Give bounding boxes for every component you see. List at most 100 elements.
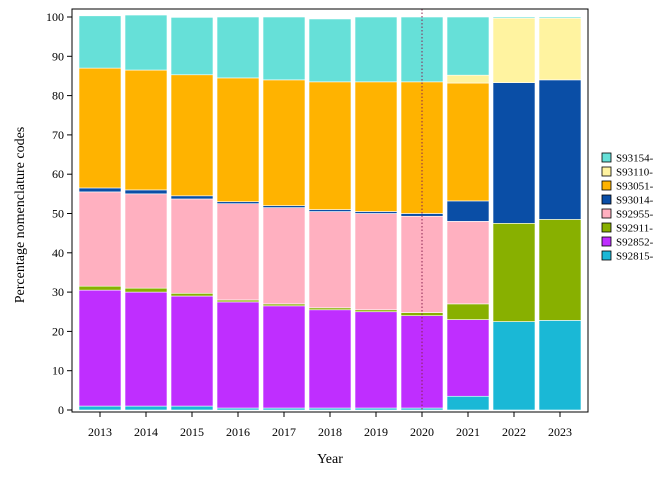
bar-segment-2019-s92852 [354, 311, 398, 409]
bar-segment-2013-s93014 [78, 187, 122, 193]
bar-segment-2021-s93110 [446, 74, 490, 84]
x-tick-label-2016: 2016 [226, 425, 250, 439]
y-axis: 0 10 20 30 40 50 60 70 80 90 100 [46, 10, 72, 417]
bar-segment-2016-s92955 [216, 203, 260, 301]
x-axis-title: Year [317, 452, 343, 467]
bar-segment-2014-s93051 [124, 69, 168, 191]
bar-segment-2017-s93154 [262, 16, 306, 81]
legend-label-s92911: S92911- [616, 223, 653, 235]
legend-label-s93014: S93014- [616, 195, 654, 207]
legend-label-s92955: S92955- [616, 209, 654, 221]
y-tick-label-90: 90 [52, 49, 64, 63]
x-tick-label-2022: 2022 [502, 425, 526, 439]
y-tick-label-60: 60 [52, 167, 64, 181]
legend: S93154- S93110- S93051- S93014- S92955- S9291… [601, 152, 654, 263]
bar-segment-2017-s92852 [262, 305, 306, 409]
bar-segment-2018-s93154 [308, 18, 352, 83]
bar-segment-2023-s93110 [538, 17, 582, 81]
legend-label-s93154: S93154- [616, 153, 654, 165]
bar-segment-2013-s92911 [78, 285, 122, 291]
x-tick-label-2023: 2023 [548, 425, 572, 439]
y-tick-label-20: 20 [52, 324, 64, 338]
y-tick-label-80: 80 [52, 89, 64, 103]
x-tick-label-2013: 2013 [88, 425, 112, 439]
bar-segment-2019-s92955 [354, 213, 398, 311]
bar-segment-2023-s92815 [538, 320, 582, 411]
legend-swatch-s92911 [601, 222, 612, 233]
y-tick-label-70: 70 [52, 128, 64, 142]
x-tick-label-2019: 2019 [364, 425, 388, 439]
bar-segment-2021-s92815 [446, 395, 490, 411]
bar-segment-2014-s92911 [124, 287, 168, 293]
x-axis: 2013 2014 2015 2016 2017 2018 2019 2020 2021 2022… [88, 412, 572, 439]
bar-segment-2023-s93014 [538, 79, 582, 220]
bar-segment-2015-s93051 [170, 74, 214, 197]
y-axis-title: Percentage nomenclature codes [13, 127, 28, 303]
bar-segment-2015-s92955 [170, 198, 214, 294]
bar-segment-2014-s93014 [124, 189, 168, 195]
bar-segment-2021-s93014 [446, 200, 490, 222]
x-tick-label-2015: 2015 [180, 425, 204, 439]
bar-segment-2019-s93051 [354, 81, 398, 212]
legend-swatch-s92852 [601, 236, 612, 247]
bar-segment-2021-s92852 [446, 319, 490, 397]
bar-segment-2020-s93051 [400, 81, 444, 214]
bar-segment-2014-s93154 [124, 14, 168, 71]
bar-segment-2015-s93014 [170, 195, 214, 200]
legend-label-s92852: S92852- [616, 237, 654, 249]
x-tick-label-2020: 2020 [410, 425, 434, 439]
bar-segment-2022-s92815 [492, 321, 536, 411]
y-tick-label-50: 50 [52, 207, 64, 221]
bar-segment-2022-s92911 [492, 223, 536, 322]
bar-segment-2022-s93154 [492, 16, 536, 19]
legend-swatch-s93014 [601, 194, 612, 205]
y-tick-label-0: 0 [58, 403, 64, 417]
x-tick-label-2017: 2017 [272, 425, 296, 439]
legend-swatch-s93110 [601, 166, 612, 177]
legend-label-s93051: S93051- [616, 181, 654, 193]
bar-segment-2013-s93154 [78, 15, 122, 69]
bar-segment-2018-s92852 [308, 309, 352, 409]
bar-segment-2017-s93051 [262, 79, 306, 206]
y-tick-label-100: 100 [46, 10, 64, 24]
bar-segment-2022-s93110 [492, 17, 536, 83]
bar-segment-2015-s92852 [170, 295, 214, 407]
bar-segment-2018-s93051 [308, 81, 352, 210]
bar-segment-2023-s93154 [538, 16, 582, 19]
legend-label-s92815: S92815- [616, 251, 654, 263]
y-tick-label-10: 10 [52, 364, 64, 378]
bar-segment-2015-s92815 [170, 405, 214, 411]
bar-segment-2014-s92852 [124, 291, 168, 407]
bar-segment-2017-s92955 [262, 207, 306, 305]
legend-swatch-s93051 [601, 180, 612, 191]
legend-label-s93110: S93110- [616, 167, 653, 179]
bar-segment-2014-s92815 [124, 405, 168, 411]
bar-segment-2016-s93051 [216, 77, 260, 203]
bar-segment-2015-s93154 [170, 17, 214, 76]
x-tick-label-2014: 2014 [134, 425, 158, 439]
bar-segment-2013-s92955 [78, 191, 122, 287]
bar-segment-2019-s93154 [354, 16, 398, 83]
bar-segment-2014-s92955 [124, 193, 168, 289]
bar-segment-2013-s93051 [78, 67, 122, 189]
legend-swatch-s92955 [601, 208, 612, 219]
bar-segment-2021-s92911 [446, 303, 490, 320]
bar-segment-2015-s92911 [170, 292, 214, 297]
y-tick-label-30: 30 [52, 285, 64, 299]
bar-segment-2013-s92852 [78, 289, 122, 407]
y-tick-label-40: 40 [52, 246, 64, 260]
bar-segment-2021-s93051 [446, 82, 490, 202]
bar-segment-2022-s93014 [492, 82, 536, 224]
bar-segment-2021-s92955 [446, 221, 490, 305]
bar-segment-2016-s93154 [216, 16, 260, 79]
bar-segment-2016-s92852 [216, 301, 260, 409]
bar-segment-2021-s93154 [446, 16, 490, 76]
legend-swatch-s92815 [601, 250, 612, 261]
bar-segment-2023-s92911 [538, 219, 582, 321]
x-tick-label-2018: 2018 [318, 425, 342, 439]
bar-segment-2013-s92815 [78, 405, 122, 411]
bars-layer [78, 14, 582, 411]
legend-swatch-s93154 [601, 152, 612, 163]
x-tick-label-2021: 2021 [456, 425, 480, 439]
